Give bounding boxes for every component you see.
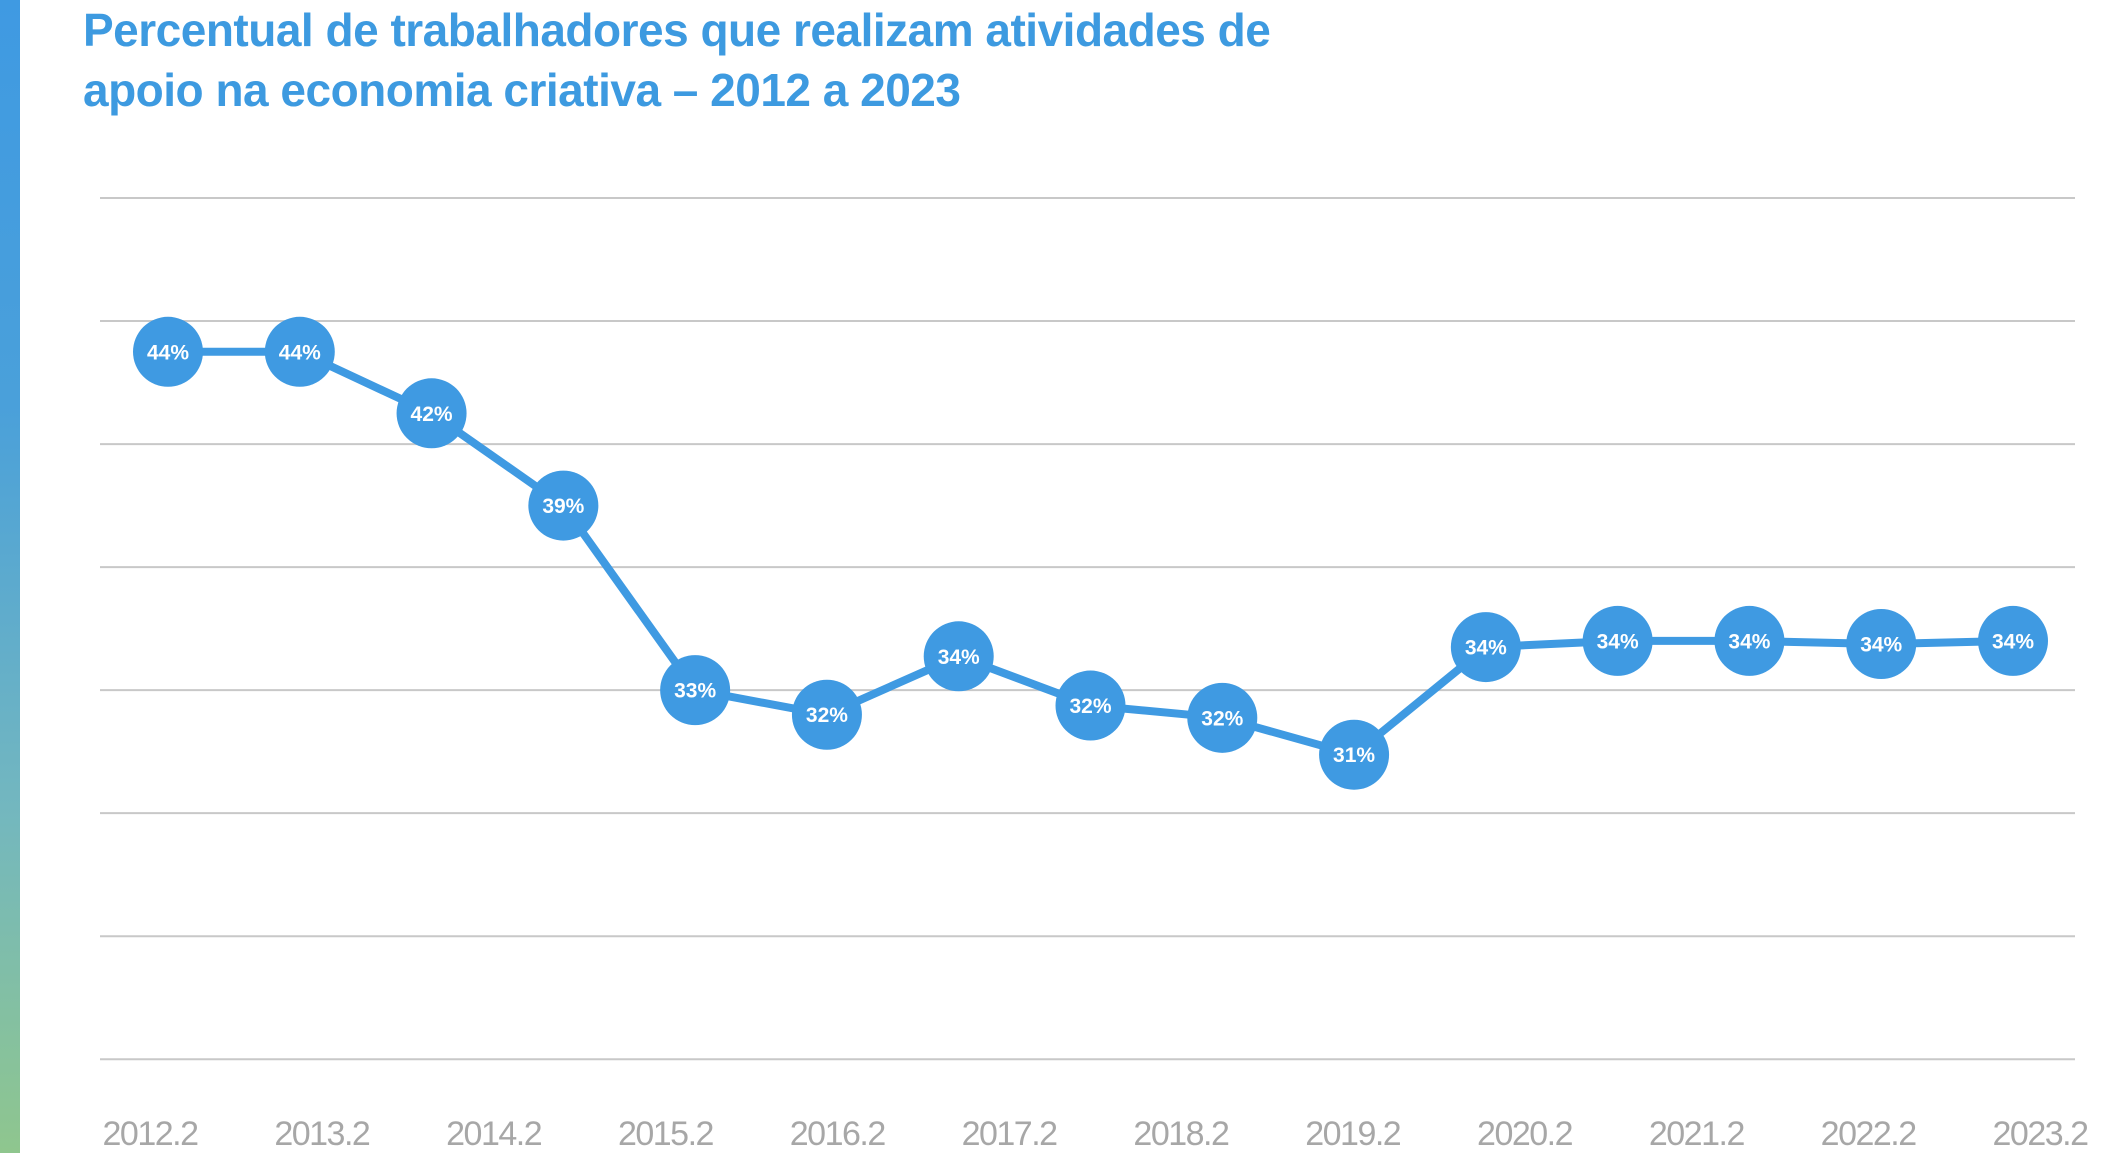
data-points: 44% 44% 42% 39% 33% 32% 34% 32% 32% 31% 34% 34% 34% 3… (133, 316, 2048, 790)
x-tick-label: 2015.2 (618, 1115, 714, 1153)
x-tick-label: 2017.2 (962, 1115, 1058, 1153)
data-label: 39% (542, 495, 584, 518)
x-tick-label: 2020.2 (1477, 1115, 1573, 1153)
data-label: 34% (1728, 630, 1770, 653)
x-tick-label: 2023.2 (1993, 1115, 2089, 1153)
data-point-marker (1978, 605, 2048, 676)
data-point-marker (1187, 682, 1258, 753)
chart-title-line-2: apoio na economia criativa – 2012 a 2023 (83, 64, 961, 116)
data-point-marker (264, 316, 335, 387)
x-tick-label: 2013.2 (274, 1115, 370, 1153)
data-label: 34% (1992, 630, 2034, 653)
data-label: 33% (674, 680, 716, 703)
data-label: 34% (1860, 634, 1902, 657)
data-label: 31% (1333, 744, 1375, 767)
x-tick-label: 2022.2 (1821, 1115, 1917, 1153)
data-point-marker (791, 679, 862, 750)
x-tick-label: 2016.2 (790, 1115, 886, 1153)
data-point-marker (660, 655, 731, 726)
chart-title: Percentual de trabalhadores que realizam… (83, 0, 1483, 120)
data-point-marker (1582, 605, 1653, 676)
data-point-marker (396, 378, 467, 449)
data-label: 44% (147, 341, 189, 364)
data-label: 34% (1465, 637, 1507, 660)
data-label: 32% (1069, 695, 1111, 718)
x-tick-label: 2014.2 (446, 1115, 542, 1153)
chart-title-line-1: Percentual de trabalhadores que realizam… (83, 4, 1271, 56)
data-point-marker (133, 316, 203, 387)
data-label: 42% (411, 403, 453, 426)
x-axis-ticks: 2012.2 2013.2 2014.2 2015.2 2016.2 2017.2 2018… (103, 1115, 2090, 1153)
data-label: 32% (1201, 707, 1243, 730)
data-point-marker (1055, 670, 1126, 741)
data-label: 44% (279, 341, 321, 364)
data-point-marker (1319, 719, 1390, 790)
data-point-marker (528, 470, 599, 541)
x-tick-label: 2021.2 (1649, 1115, 1745, 1153)
x-tick-label: 2012.2 (103, 1115, 199, 1153)
data-label: 34% (1597, 630, 1639, 653)
data-label: 32% (806, 704, 848, 727)
accent-bar (0, 0, 20, 1153)
data-point-marker (1714, 605, 1785, 676)
x-tick-label: 2018.2 (1133, 1115, 1229, 1153)
data-point-marker (923, 621, 994, 692)
data-label: 34% (938, 646, 980, 669)
x-tick-label: 2019.2 (1305, 1115, 1401, 1153)
data-point-marker (1450, 612, 1521, 683)
data-point-marker (1846, 609, 1917, 679)
